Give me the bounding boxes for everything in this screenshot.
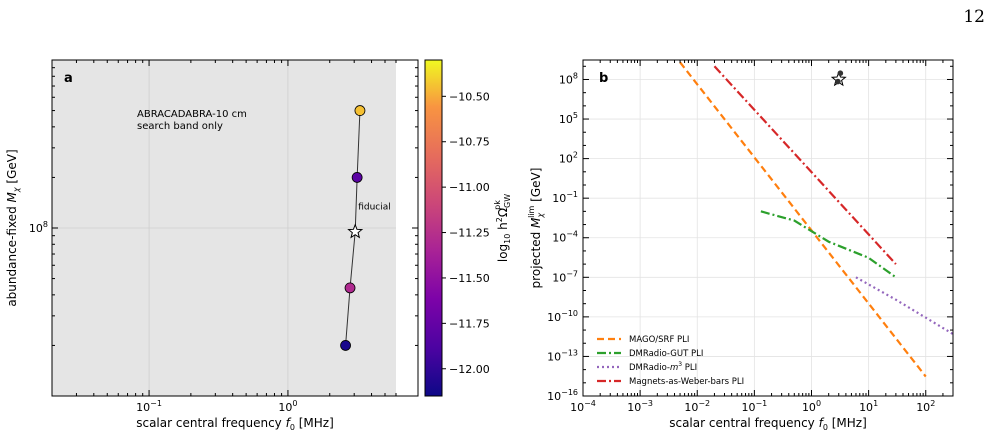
colorbar: −10.50 −10.75 −11.00 −11.25 −11.50 −11.75 −12.… [424, 59, 512, 397]
marker-dot [835, 78, 841, 85]
series-line [679, 61, 927, 378]
scatter-point [351, 172, 363, 183]
legend-label: Magnets-as-Weber-bars PLI [629, 377, 744, 387]
x-tick-label: 10−2 [684, 399, 710, 414]
x-tick-label: 10−1 [136, 399, 162, 414]
fiducial-label: fiducial [358, 203, 391, 213]
legend-label: MAGO/SRF PLI [629, 335, 689, 345]
series-line [855, 276, 954, 335]
legend-label: DMRadio-m3 PLI [629, 361, 697, 373]
colorbar-tick-label: −11.75 [449, 317, 490, 330]
scatter-point [344, 282, 356, 294]
y-tick-label: 10−4 [552, 230, 578, 245]
panel-b-y-axis-label: projected Mχlim [GeV] [527, 168, 545, 289]
panel-b-label: b [599, 71, 608, 86]
panel-a-y-axis-label: abundance-fixed Mχ [GeV] [5, 149, 21, 306]
x-tick-label: 101 [859, 399, 878, 414]
x-tick-label: 100 [802, 399, 821, 414]
colorbar-ticks: −10.50 −10.75 −11.00 −11.25 −11.50 −11.75 −12.… [442, 90, 490, 376]
x-tick-label: 10−4 [570, 399, 596, 414]
scatter-point [354, 105, 366, 116]
panel-a-grid [52, 60, 396, 396]
x-tick-label: 10−1 [741, 399, 767, 414]
panel-b-frame-border [582, 59, 954, 397]
colorbar-tick-label: −11.50 [449, 272, 490, 285]
x-tick-label: 10−3 [627, 399, 653, 414]
page-number: 12 [963, 7, 985, 27]
colorbar-tick-label: −10.50 [449, 90, 490, 103]
y-tick-label: 108 [559, 71, 578, 86]
colorbar-tick-label: −11.00 [449, 181, 490, 194]
series-line [760, 210, 897, 279]
colorbar-label: log10 h2ΩGWpk [493, 194, 512, 262]
y-tick-label: 10−16 [547, 388, 578, 403]
scatter-point [340, 340, 351, 351]
colorbar-tick-label: −12.00 [449, 363, 490, 376]
panel-b-markers [830, 70, 847, 87]
panel-b-axes: 10−4 10−3 10−2 10−1 100 101 102 10−16 10−13 10−10… [547, 59, 954, 414]
legend: MAGO/SRF PLI DMRadio-GUT PLI DMRadio-m3 PL… [597, 335, 744, 387]
fiducial-star-marker [347, 223, 364, 239]
y-tick-label: 10−1 [552, 190, 578, 205]
panel-a: 10−1 100 108 a ABRACADABRA-10 cm search ba… [5, 59, 419, 432]
panel-a-axes: 10−1 100 108 [29, 59, 419, 414]
y-tick-label: 10−13 [547, 348, 578, 363]
annotation-line-1: ABRACADABRA-10 cm [137, 109, 247, 120]
panel-a-label: a [64, 71, 73, 86]
x-tick-label: 100 [278, 399, 297, 414]
y-tick-label: 10−7 [552, 269, 578, 284]
panel-b-plot-area [583, 60, 953, 396]
panel-b-series [679, 61, 954, 378]
panel-b-grid [582, 60, 953, 397]
panel-a-series [340, 105, 366, 351]
marker-dot [837, 70, 844, 76]
panel-b: 10−4 10−3 10−2 10−1 100 101 102 10−16 10−13 10−10… [527, 59, 954, 432]
colorbar-gradient [424, 59, 443, 397]
panel-b-x-axis-label: scalar central frequency f0 [MHz] [669, 416, 867, 432]
y-tick-label: 108 [29, 220, 48, 235]
y-tick-label: 10−10 [547, 309, 578, 324]
y-tick-label: 102 [559, 151, 578, 166]
legend-label: DMRadio-GUT PLI [629, 349, 703, 359]
x-tick-label: 102 [916, 399, 935, 414]
y-tick-label: 105 [559, 111, 578, 126]
series-line [713, 65, 897, 265]
panel-a-x-axis-label: scalar central frequency f0 [MHz] [136, 416, 334, 432]
colorbar-tick-label: −10.75 [449, 136, 490, 149]
annotation-line-2: search band only [137, 121, 223, 132]
colorbar-tick-label: −11.25 [449, 227, 490, 240]
